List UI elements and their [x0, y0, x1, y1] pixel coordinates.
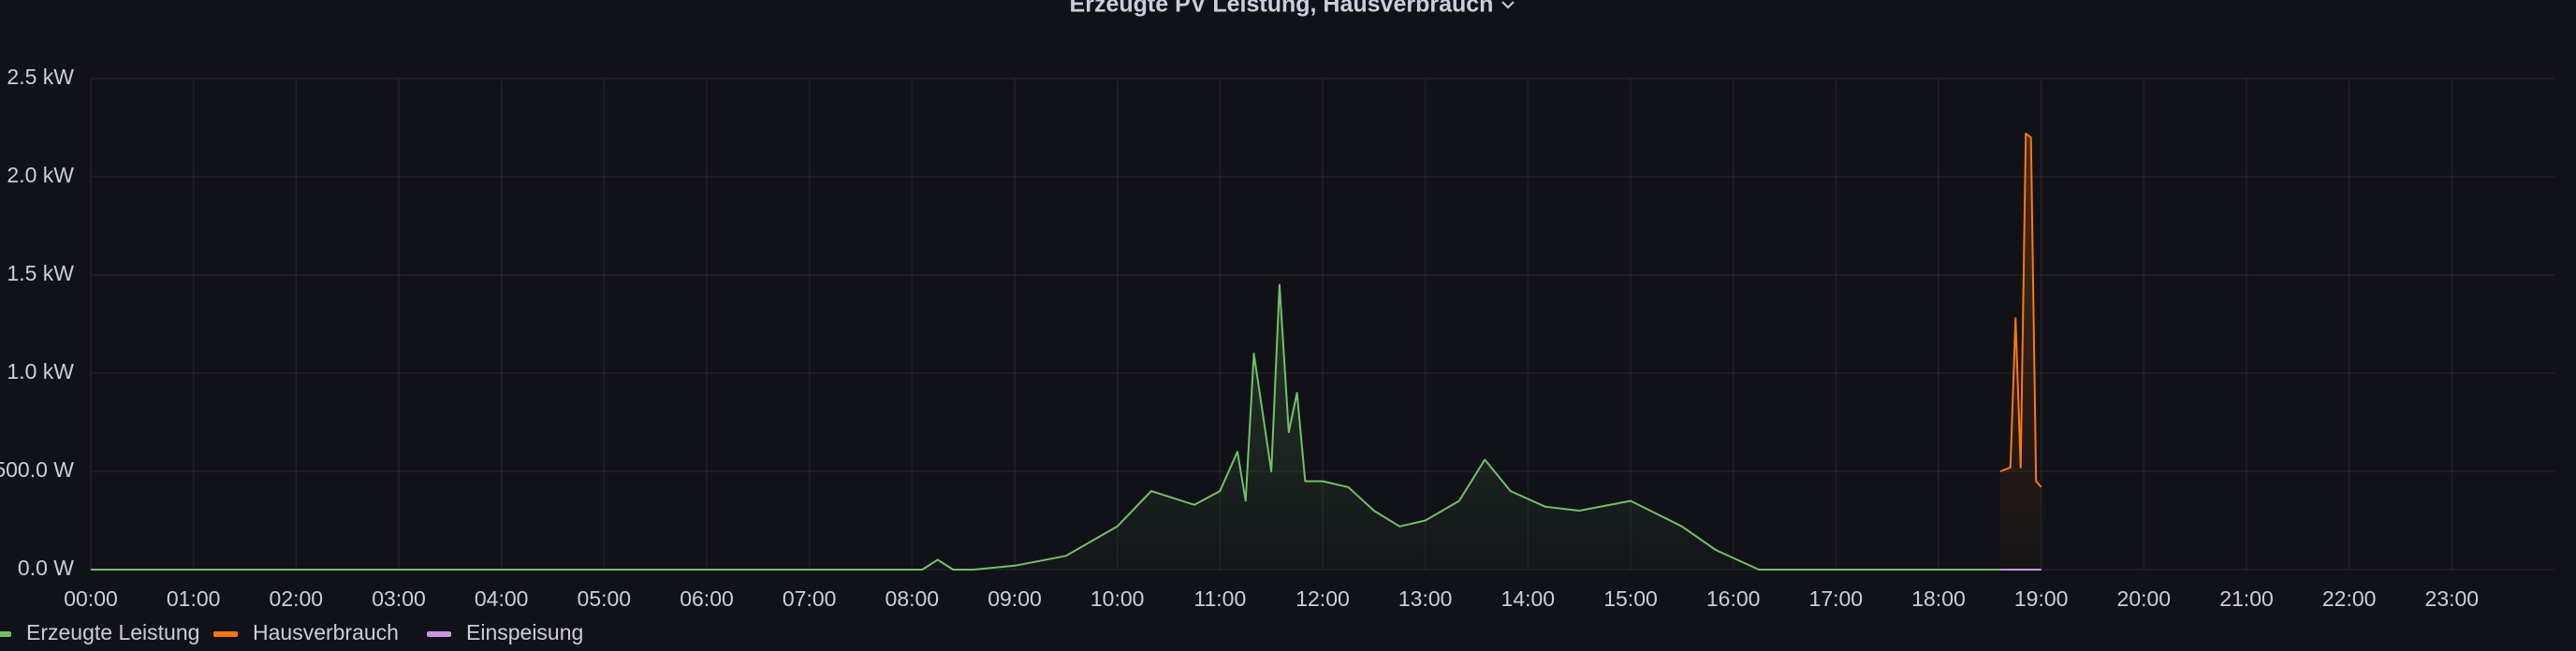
x-tick-label: 16:00 — [1706, 586, 1761, 611]
title-chevron[interactable] — [1501, 1, 1515, 9]
x-tick-label: 23:00 — [2425, 586, 2480, 611]
x-tick-label: 19:00 — [2014, 586, 2069, 611]
x-tick-label: 14:00 — [1501, 586, 1556, 611]
legend-swatch[interactable] — [213, 631, 238, 637]
x-tick-label: 02:00 — [270, 586, 324, 611]
x-tick-label: 00:00 — [64, 586, 118, 611]
x-tick-label: 22:00 — [2322, 586, 2377, 611]
series-line — [1999, 132, 2042, 488]
x-tick-label: 01:00 — [167, 586, 221, 611]
y-tick-label: 0.0 W — [18, 556, 74, 580]
series-area — [91, 284, 2042, 570]
x-tick-label: 04:00 — [475, 586, 529, 611]
y-tick-label: 1.5 kW — [7, 261, 74, 285]
x-tick-label: 18:00 — [1911, 586, 1966, 611]
x-tick-label: 13:00 — [1398, 586, 1453, 611]
x-tick-label: 09:00 — [988, 586, 1042, 611]
y-tick-label: 1.0 kW — [7, 359, 74, 383]
legend-swatch[interactable] — [0, 631, 11, 637]
x-tick-label: 21:00 — [2219, 586, 2274, 611]
legend-label[interactable]: Erzeugte Leistung — [26, 620, 199, 644]
panel-title[interactable]: Erzeugte PV Leistung, Hausverbrauch — [1070, 0, 1494, 18]
y-tick-label: 2.5 kW — [7, 65, 74, 89]
legend-label[interactable]: Einspeisung — [466, 620, 583, 644]
legend-swatch[interactable] — [427, 631, 451, 637]
x-tick-label: 15:00 — [1603, 586, 1658, 611]
x-tick-label: 05:00 — [578, 586, 632, 611]
x-tick-label: 08:00 — [886, 586, 940, 611]
series-line — [91, 283, 2042, 571]
y-tick-label: 500.0 W — [0, 457, 74, 482]
legend-label[interactable]: Hausverbrauch — [253, 620, 399, 644]
x-tick-label: 12:00 — [1295, 586, 1350, 611]
x-tick-label: 10:00 — [1090, 586, 1145, 611]
series-area — [1999, 133, 2042, 571]
x-tick-label: 06:00 — [680, 586, 734, 611]
y-tick-label: 2.0 kW — [7, 163, 74, 187]
x-tick-label: 11:00 — [1193, 586, 1246, 611]
x-tick-label: 20:00 — [2117, 586, 2172, 611]
x-tick-label: 03:00 — [372, 586, 426, 611]
x-tick-label: 17:00 — [1809, 586, 1864, 611]
x-tick-label: 07:00 — [783, 586, 837, 611]
